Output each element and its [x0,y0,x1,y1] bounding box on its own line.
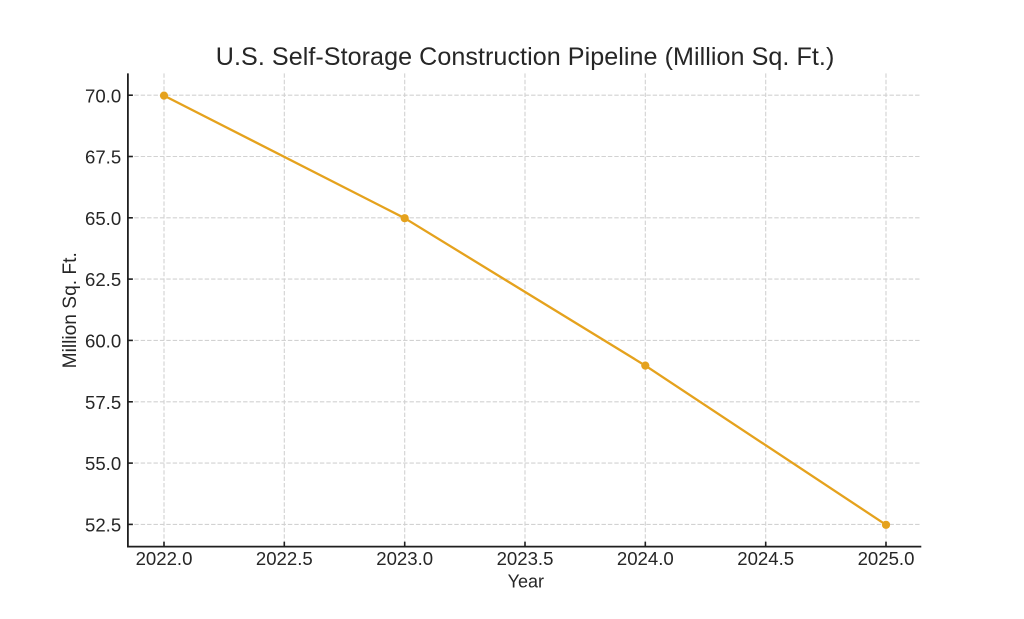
svg-text:2024.0: 2024.0 [617,548,674,569]
svg-text:52.5: 52.5 [85,515,121,536]
svg-text:55.0: 55.0 [85,453,121,474]
svg-text:2023.0: 2023.0 [376,548,433,569]
svg-text:70.0: 70.0 [85,85,121,106]
svg-text:Million Sq. Ft.: Million Sq. Ft. [60,252,81,368]
svg-text:62.5: 62.5 [85,269,121,290]
svg-text:67.5: 67.5 [85,147,121,168]
svg-text:2022.5: 2022.5 [256,548,313,569]
svg-text:U.S. Self-Storage Construction: U.S. Self-Storage Construction Pipeline … [216,43,835,71]
svg-text:2023.5: 2023.5 [497,548,554,569]
svg-text:2022.0: 2022.0 [136,548,193,569]
svg-text:60.0: 60.0 [85,331,121,352]
svg-text:65.0: 65.0 [85,208,121,229]
svg-text:2024.5: 2024.5 [737,548,794,569]
svg-text:2025.0: 2025.0 [858,548,915,569]
svg-text:57.5: 57.5 [85,392,121,413]
svg-text:Year: Year [508,572,544,592]
